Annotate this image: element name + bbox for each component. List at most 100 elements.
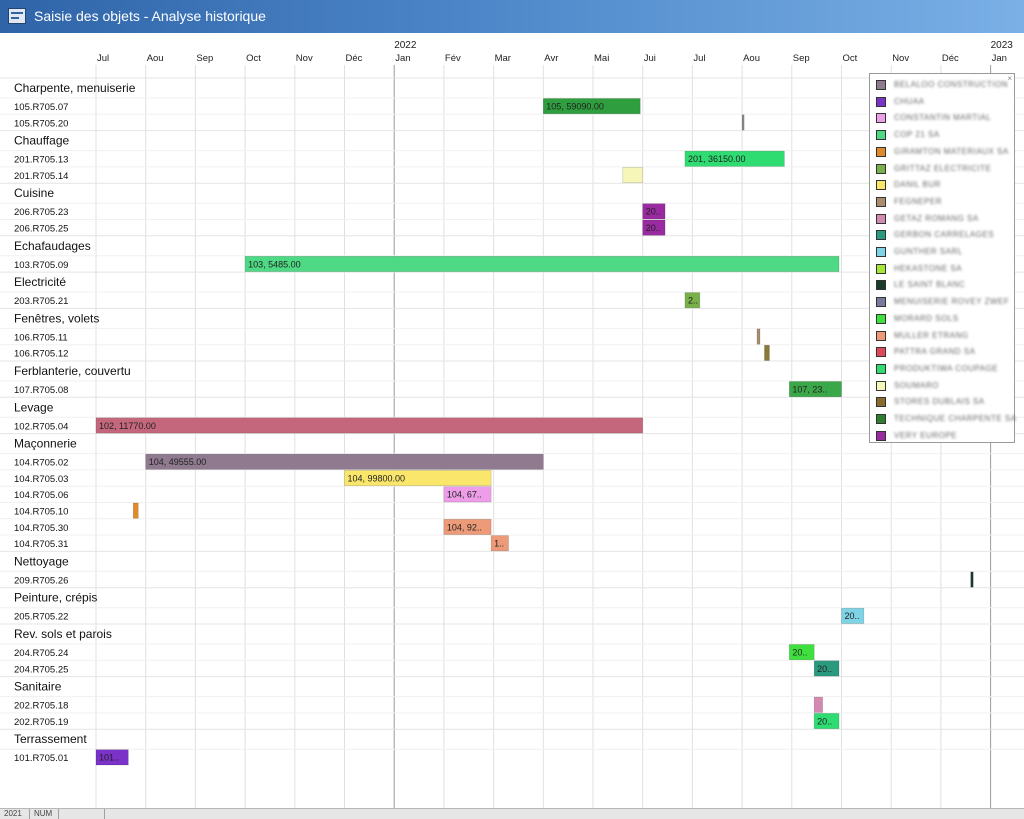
legend-swatch xyxy=(876,380,886,391)
gantt-bar[interactable] xyxy=(95,749,129,766)
gantt-bar[interactable] xyxy=(145,453,544,470)
legend-item: GERBON CARRELAGES xyxy=(876,230,1010,242)
legend-label: BELALOO CONSTRUCTION xyxy=(894,80,1009,89)
gantt-bar[interactable] xyxy=(642,219,666,236)
legend-swatch xyxy=(876,113,886,124)
gantt-bar[interactable] xyxy=(543,98,641,115)
gantt-bar[interactable] xyxy=(622,167,643,183)
legend-label: VERY EUROPE xyxy=(894,430,958,440)
month-label: Mar xyxy=(495,53,511,64)
gantt-bar[interactable] xyxy=(490,535,509,552)
group-name: Peinture, crépis xyxy=(14,591,97,605)
legend-label: MULLER ETRANG xyxy=(894,330,969,340)
gantt-bar[interactable] xyxy=(244,256,840,272)
gantt-bar[interactable] xyxy=(789,644,815,661)
legend-item: LE SAINT BLANC xyxy=(876,280,1010,292)
month-label: Nov xyxy=(296,53,313,64)
legend-swatch xyxy=(876,280,886,291)
legend-swatch xyxy=(876,230,886,241)
month-label: Avr xyxy=(544,53,558,64)
legend-item: SOUMARO xyxy=(876,380,1010,393)
gantt-bar[interactable] xyxy=(95,417,643,434)
row-code: 206.R705.23 xyxy=(14,207,68,218)
row-code: 102.R705.04 xyxy=(14,421,68,432)
gantt-bar[interactable] xyxy=(642,203,666,220)
month-label: Aou xyxy=(147,53,164,64)
legend-label: MENUISERIE ROVEY ZWEF xyxy=(894,297,1010,307)
gantt-bar[interactable] xyxy=(684,292,701,309)
legend-label: STORES DUBLAIS SA xyxy=(894,397,985,407)
legend-label: DANIL BUR xyxy=(894,180,941,190)
gantt-bar-label: 201, 36150.00 xyxy=(688,154,746,164)
gantt-bar[interactable] xyxy=(813,660,840,677)
legend-swatch xyxy=(876,263,886,274)
row-code: 205.R705.22 xyxy=(14,612,68,623)
legend-swatch xyxy=(876,363,886,374)
month-label: Jan xyxy=(992,53,1007,64)
legend-swatch xyxy=(876,163,886,174)
row-code: 204.R705.24 xyxy=(14,648,68,659)
month-label: Jul xyxy=(693,53,705,64)
gantt-bar[interactable] xyxy=(813,713,840,729)
gantt-bar[interactable] xyxy=(133,502,139,519)
year-label: 2023 xyxy=(991,40,1014,51)
legend-item: GRITTAZ ELECTRICITE xyxy=(876,163,1010,176)
legend-swatch xyxy=(876,180,886,191)
gantt-bar[interactable] xyxy=(741,114,745,131)
gantt-bar-label: 107, 23.. xyxy=(792,385,827,395)
legend-item: CONSTANTIN MARTIAL xyxy=(876,113,1010,125)
legend-label: LE SAINT BLANC xyxy=(894,280,966,290)
legend-label: CHUAA xyxy=(894,96,925,106)
row-code: 104.R705.03 xyxy=(14,474,68,485)
gantt-bar[interactable] xyxy=(344,470,492,486)
group-name: Fenêtres, volets xyxy=(14,311,99,325)
gantt-bar[interactable] xyxy=(443,519,492,535)
group-name: Charpente, menuiserie xyxy=(14,81,136,95)
row-code: 202.R705.18 xyxy=(14,701,68,712)
gantt-bar[interactable] xyxy=(764,344,770,361)
legend-label: TECHNIQUE CHARPENTE SA xyxy=(894,414,1017,423)
gantt-bar[interactable] xyxy=(789,381,842,398)
group-name: Sanitaire xyxy=(14,680,62,694)
legend-label: SOUMARO xyxy=(894,380,939,390)
gantt-bar-label: 104, 49555.00 xyxy=(149,457,207,467)
legend-swatch xyxy=(876,397,886,408)
gantt-bar-label: 1.. xyxy=(494,539,504,549)
month-label: Jul xyxy=(97,53,109,64)
gantt-bar[interactable] xyxy=(443,486,492,503)
row-code: 105.R705.07 xyxy=(14,102,68,113)
legend-label: PATTRA GRAND SA xyxy=(894,347,976,357)
gantt-bar[interactable] xyxy=(684,150,785,167)
group-name: Terrassement xyxy=(14,732,87,746)
month-label: Déc xyxy=(346,53,363,64)
group-name: Ferblanterie, couvertu xyxy=(14,364,131,378)
gantt-bar[interactable] xyxy=(970,571,974,588)
group-name: Cuisine xyxy=(14,186,54,200)
gantt-bar[interactable] xyxy=(813,696,823,713)
legend-item: CHUAA xyxy=(876,96,1010,109)
legend-swatch xyxy=(876,146,886,157)
legend-label: GRITTAZ ELECTRICITE xyxy=(894,163,992,173)
month-label: Aou xyxy=(743,53,760,64)
gantt-bar[interactable] xyxy=(841,607,865,624)
group-name: Maçonnerie xyxy=(14,437,77,451)
legend-close-icon[interactable]: × xyxy=(1007,74,1012,83)
legend-swatch xyxy=(876,330,886,341)
legend-item: TECHNIQUE CHARPENTE SA xyxy=(876,414,1016,426)
row-code: 106.R705.12 xyxy=(14,349,68,360)
gantt-bar[interactable] xyxy=(756,328,761,345)
month-label: Fév xyxy=(445,53,461,64)
gantt-chart: Jul Aou Sep Oct Nov Déc Jan 2022 Fév Mar Avr Mai Jui… xyxy=(0,40,1024,808)
group-name: Levage xyxy=(14,400,54,414)
row-code: 209.R705.26 xyxy=(14,575,68,586)
legend-item: DANIL BUR xyxy=(876,180,1010,192)
month-label: Sep xyxy=(196,53,213,64)
gantt-bar-label: 2.. xyxy=(688,296,698,306)
legend-swatch xyxy=(876,80,886,90)
group-name: Echafaudages xyxy=(14,239,91,253)
legend-item: MORARD SOLS xyxy=(876,313,1010,326)
gantt-bar-label: 20.. xyxy=(792,648,807,658)
group-name: Chauffage xyxy=(14,134,69,148)
status-num-indicator: NUM xyxy=(34,809,53,818)
month-label: Jui xyxy=(644,53,656,64)
